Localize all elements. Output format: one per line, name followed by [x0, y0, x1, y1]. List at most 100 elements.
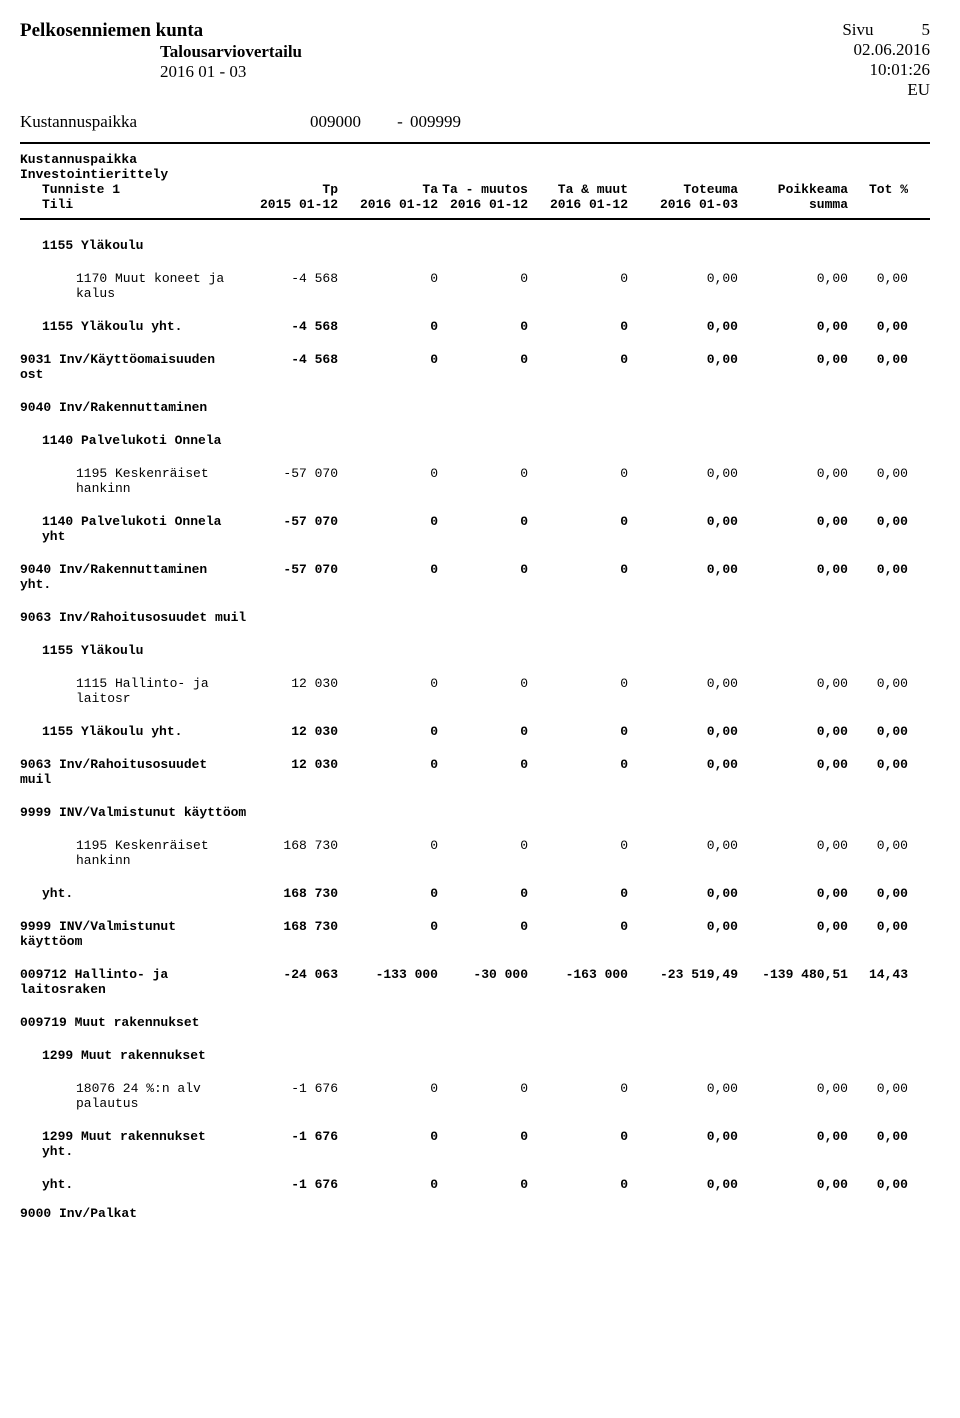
- currency-label: EU: [842, 80, 930, 100]
- section-1299: 1299 Muut rakennukset: [20, 1048, 930, 1063]
- r9-c6: 0,00: [738, 562, 848, 592]
- r4-c1: -4 568: [238, 352, 338, 382]
- r19-c6: -139 480,51: [738, 967, 848, 997]
- r23-c1: -1 676: [238, 1129, 338, 1159]
- r2-c6: 0,00: [738, 271, 848, 301]
- r14-c4: 0: [528, 757, 628, 787]
- filter-to: 009999: [410, 112, 461, 132]
- r24-c6: 0,00: [738, 1177, 848, 1192]
- subgroup-label: Investointierittely: [20, 167, 238, 182]
- r4-c2: 0: [338, 352, 438, 382]
- section-1155: 1155 Yläkoulu: [20, 238, 930, 253]
- r22-c2: 0: [338, 1081, 438, 1111]
- r12-c6: 0,00: [738, 676, 848, 706]
- r12-c4: 0: [528, 676, 628, 706]
- r24-c4: 0: [528, 1177, 628, 1192]
- ch1-c2: Ta: [338, 182, 438, 197]
- r8-c1: -57 070: [238, 514, 338, 544]
- r19-c7: 14,43: [848, 967, 908, 997]
- page-number: 5: [922, 20, 931, 40]
- r14-c2: 0: [338, 757, 438, 787]
- r8-lbl: 1140 Palvelukoti Onnela yht: [20, 514, 238, 544]
- ch2-c6: summa: [738, 197, 848, 212]
- r14-c6: 0,00: [738, 757, 848, 787]
- r7-lbl: 1195 Keskenräiset hankinn: [20, 466, 238, 496]
- r19-c2: -133 000: [338, 967, 438, 997]
- r9-c3: 0: [438, 562, 528, 592]
- r7-c5: 0,00: [628, 466, 738, 496]
- section-1140: 1140 Palvelukoti Onnela: [20, 433, 930, 448]
- r13-c6: 0,00: [738, 724, 848, 739]
- r19-c4: -163 000: [528, 967, 628, 997]
- r14-c5: 0,00: [628, 757, 738, 787]
- ch1-c5: Toteuma: [628, 182, 738, 197]
- r8-c5: 0,00: [628, 514, 738, 544]
- page-header: Pelkosenniemen kunta Talousarviovertailu…: [20, 20, 930, 100]
- r2-c5: 0,00: [628, 271, 738, 301]
- col-header-row-2: Tili 2015 01-12 2016 01-12 2016 01-12 20…: [20, 197, 930, 212]
- r23-c7: 0,00: [848, 1129, 908, 1159]
- r16-c5: 0,00: [628, 838, 738, 868]
- page-indicator: Sivu 5: [842, 20, 930, 40]
- r16-c2: 0: [338, 838, 438, 868]
- row-1115: 1115 Hallinto- ja laitosr 12 030 0 0 0 0…: [20, 676, 930, 706]
- r7-c6: 0,00: [738, 466, 848, 496]
- ch1-c7: Tot %: [848, 182, 908, 197]
- r4-c3: 0: [438, 352, 528, 382]
- r9-c2: 0: [338, 562, 438, 592]
- r4-c4: 0: [528, 352, 628, 382]
- r9-c1: -57 070: [238, 562, 338, 592]
- r7-c3: 0: [438, 466, 528, 496]
- r9-c7: 0,00: [848, 562, 908, 592]
- row-9999-yht: 9999 INV/Valmistunut käyttöom 168 730 0 …: [20, 919, 930, 949]
- header-left: Pelkosenniemen kunta Talousarviovertailu…: [20, 20, 302, 100]
- r4-c5: 0,00: [628, 352, 738, 382]
- r19-c5: -23 519,49: [628, 967, 738, 997]
- r3-c7: 0,00: [848, 319, 908, 334]
- r2-c7: 0,00: [848, 271, 908, 301]
- r18-c3: 0: [438, 919, 528, 949]
- r16-c4: 0: [528, 838, 628, 868]
- row-9031: 9031 Inv/Käyttöomaisuuden ost -4 568 0 0…: [20, 352, 930, 382]
- r14-c7: 0,00: [848, 757, 908, 787]
- ch1-c1: Tp: [238, 182, 338, 197]
- r24-c5: 0,00: [628, 1177, 738, 1192]
- section-9999: 9999 INV/Valmistunut käyttöom: [20, 805, 930, 820]
- r16-c6: 0,00: [738, 838, 848, 868]
- r22-c3: 0: [438, 1081, 528, 1111]
- group-label: Kustannuspaikka: [20, 152, 238, 167]
- ch1-label: Tunniste 1: [20, 182, 238, 197]
- r23-c2: 0: [338, 1129, 438, 1159]
- r22-lbl: 18076 24 %:n alv palautus: [20, 1081, 238, 1111]
- r7-c4: 0: [528, 466, 628, 496]
- r12-c7: 0,00: [848, 676, 908, 706]
- r18-c2: 0: [338, 919, 438, 949]
- page-label: Sivu: [842, 20, 873, 40]
- section-9063: 9063 Inv/Rahoitusosuudet muil: [20, 610, 930, 625]
- r3-lbl: 1155 Yläkoulu yht.: [20, 319, 238, 334]
- r13-lbl: 1155 Yläkoulu yht.: [20, 724, 238, 739]
- r24-c7: 0,00: [848, 1177, 908, 1192]
- ch1-c4: Ta & muut: [528, 182, 628, 197]
- rule-bottom: [20, 218, 930, 220]
- row-1195-b: 1195 Keskenräiset hankinn 168 730 0 0 0 …: [20, 838, 930, 868]
- r9-c4: 0: [528, 562, 628, 592]
- r24-c2: 0: [338, 1177, 438, 1192]
- r12-c2: 0: [338, 676, 438, 706]
- r23-c5: 0,00: [628, 1129, 738, 1159]
- header-right: Sivu 5 02.06.2016 10:01:26 EU: [842, 20, 930, 100]
- r13-c3: 0: [438, 724, 528, 739]
- r3-c3: 0: [438, 319, 528, 334]
- section-9000: 9000 Inv/Palkat: [20, 1206, 930, 1221]
- r18-c4: 0: [528, 919, 628, 949]
- r12-lbl: 1115 Hallinto- ja laitosr: [20, 676, 238, 706]
- r13-c1: 12 030: [238, 724, 338, 739]
- r16-lbl: 1195 Keskenräiset hankinn: [20, 838, 238, 868]
- row-1155-yht-b: 1155 Yläkoulu yht. 12 030 0 0 0 0,00 0,0…: [20, 724, 930, 739]
- r13-c4: 0: [528, 724, 628, 739]
- r7-c2: 0: [338, 466, 438, 496]
- filter-label: Kustannuspaikka: [20, 112, 310, 132]
- r12-c3: 0: [438, 676, 528, 706]
- r16-c7: 0,00: [848, 838, 908, 868]
- r22-c5: 0,00: [628, 1081, 738, 1111]
